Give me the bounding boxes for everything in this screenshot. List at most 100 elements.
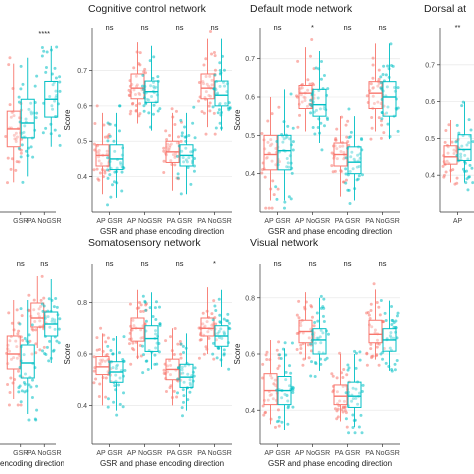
data-point [128,112,132,116]
data-point [347,107,351,111]
data-point [313,321,317,325]
data-point [118,376,122,380]
data-point [218,84,222,88]
data-point [354,387,358,391]
data-point [32,298,36,302]
data-point [291,386,295,390]
data-point [27,383,31,387]
data-point [299,86,303,90]
data-point [38,319,42,323]
data-point [57,327,61,331]
data-point [98,382,102,386]
data-point [22,353,26,357]
data-point [226,312,230,316]
data-point [207,104,211,108]
data-point [23,382,27,386]
data-point [30,352,34,356]
data-point [24,372,28,376]
box [200,317,215,337]
data-point [168,144,172,148]
data-point [365,94,369,98]
data-point [383,311,387,315]
data-point [201,80,205,84]
data-point [92,168,96,172]
x-axis-label: encoding direction [0,459,65,468]
data-point [214,338,218,342]
box [95,356,110,376]
x-tick-label: AP NoGSR [295,450,330,457]
data-point [165,137,169,141]
data-point [388,135,392,139]
x-tick-label: AP GSR [264,450,290,457]
data-point [42,49,46,53]
data-point [321,331,325,335]
x-tick-label: AP [453,218,463,225]
data-point [12,114,16,118]
data-point [158,324,162,328]
data-point [222,317,226,321]
box [443,145,458,165]
data-point [345,373,349,377]
y-tick-label: 0.6 [245,352,255,359]
data-point [115,166,119,170]
data-point [21,82,25,86]
data-point [207,84,211,88]
data-point [220,336,224,340]
data-point [157,350,161,354]
data-point [142,109,146,113]
data-point [277,105,281,109]
data-point [372,282,376,286]
data-point [277,415,281,419]
data-point [111,366,115,370]
data-point [390,322,394,326]
data-point [219,327,223,331]
x-tick-label: PA GSR [335,218,361,225]
data-point [112,139,116,143]
data-point [446,151,450,155]
significance-label: ns [379,259,387,268]
data-point [226,319,230,323]
x-tick-label: AP NoGSR [127,450,162,457]
data-point [189,150,193,154]
data-point [186,398,190,402]
data-point [7,63,11,67]
data-point [218,320,222,324]
data-point [102,333,106,337]
data-point [176,377,180,381]
data-point [266,140,270,144]
data-point [127,88,131,92]
data-point [115,413,119,417]
data-point [307,356,311,360]
data-point [289,197,293,201]
x-tick-label: AP GSR [264,218,290,225]
data-point [19,403,23,407]
data-point [382,347,386,351]
data-point [377,342,381,346]
data-point [275,197,279,201]
data-point [176,154,180,158]
box [200,73,215,100]
data-point [192,169,196,173]
data-point [354,366,358,370]
data-point [375,353,379,357]
data-point [344,411,348,415]
data-point [345,425,349,429]
data-point [15,356,19,360]
data-point [128,302,132,306]
data-point [97,151,101,155]
y-tick-label: 0.4 [425,173,435,180]
data-point [114,373,118,377]
data-point [157,305,161,309]
data-point [272,193,276,197]
data-point [344,417,348,421]
data-point [286,161,290,165]
data-point [357,425,361,429]
data-point [335,147,339,151]
data-point [333,169,337,173]
data-point [37,307,41,311]
data-point [228,106,232,110]
data-point [106,397,110,401]
data-point [349,130,353,134]
data-point [269,373,273,377]
data-point [288,364,292,368]
